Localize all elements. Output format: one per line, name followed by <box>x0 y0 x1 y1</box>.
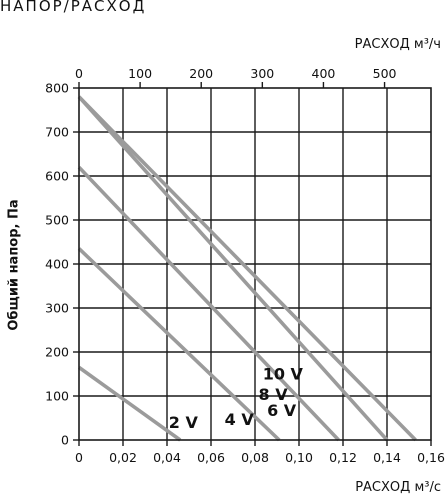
y-tick-label: 700 <box>45 125 69 140</box>
series-label-4v: 4 V <box>225 410 255 429</box>
y-tick-label: 800 <box>45 81 69 96</box>
y-tick-label: 400 <box>45 257 69 272</box>
bottom-axis-title: РАСХОД м³/с <box>355 480 441 495</box>
series-label-10v: 10 V <box>263 365 304 384</box>
x-tick-label: 0,12 <box>329 450 357 465</box>
y-tick-label: 300 <box>45 301 69 316</box>
y-tick-label: 200 <box>45 345 69 360</box>
x-tick-label: 0,14 <box>373 450 401 465</box>
y-tick-label: 600 <box>45 169 69 184</box>
series-label-6v: 6 V <box>267 401 297 420</box>
x-tick-label: 0,06 <box>197 450 225 465</box>
y-tick-label: 500 <box>45 213 69 228</box>
x2-tick-label: 500 <box>373 66 397 81</box>
x2-tick-label: 200 <box>189 66 213 81</box>
y-tick-label: 0 <box>61 433 69 448</box>
y-tick-label: 100 <box>45 389 69 404</box>
top-axis-title: РАСХОД м³/ч <box>354 37 441 52</box>
series-line-10v <box>77 95 417 442</box>
x-tick-label: 0,02 <box>109 450 137 465</box>
series-line-4v <box>77 247 281 442</box>
series-line-2v <box>77 365 182 442</box>
page-title: НАПОР/РАСХОД <box>0 0 147 15</box>
series-label-8v: 8 V <box>259 385 289 404</box>
x-tick-label: 0,04 <box>153 450 181 465</box>
x-tick-label: 0,16 <box>417 450 445 465</box>
x2-tick-label: 400 <box>312 66 336 81</box>
x-tick-label: 0,08 <box>241 450 269 465</box>
series-line-6v <box>77 165 340 442</box>
x2-tick-label: 300 <box>250 66 274 81</box>
x-tick-label: 0,10 <box>285 450 313 465</box>
series-line-8v <box>77 95 389 442</box>
x2-tick-label: 0 <box>75 66 83 81</box>
x-tick-label: 0 <box>75 450 83 465</box>
series-label-2v: 2 V <box>169 413 199 432</box>
x2-tick-label: 100 <box>128 66 152 81</box>
